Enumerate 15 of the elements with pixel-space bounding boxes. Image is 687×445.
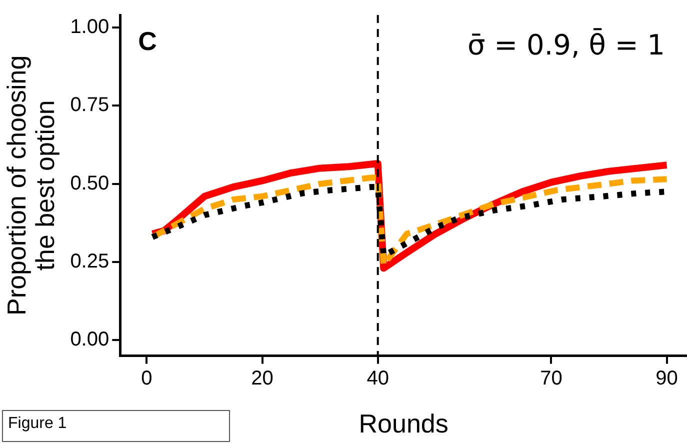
y-tick-label: 0.75 (70, 94, 110, 116)
caption: Figure 1 (2, 410, 230, 442)
x-tick-label: 70 (540, 367, 562, 390)
y-tick-label: 0.25 (70, 250, 110, 273)
annotation: C (138, 26, 158, 56)
x-tick-label: 0 (141, 367, 152, 390)
y-tick-label: 0.50 (70, 172, 110, 194)
x-axis-title: Rounds (358, 408, 448, 439)
x-tick-label: 40 (366, 367, 389, 390)
y-axis-title: Proportion of choosing the best option (1, 55, 60, 316)
y-tick-label: 0.00 (70, 328, 110, 351)
annotation: σ̄ = 0.9, θ̄ = 1 (467, 28, 665, 62)
y-tick-label: 1.00 (70, 16, 110, 38)
x-tick-label: 90 (656, 367, 678, 390)
x-tick-label: 20 (251, 367, 274, 390)
